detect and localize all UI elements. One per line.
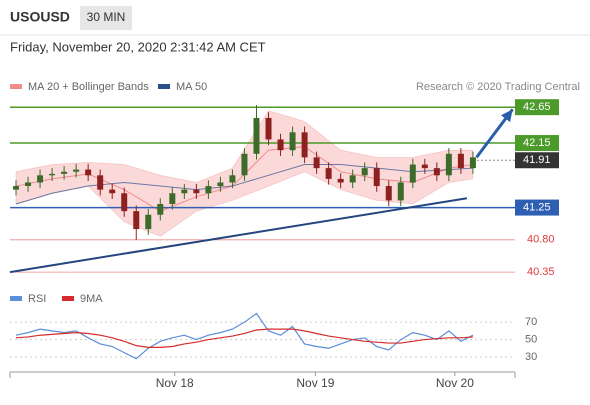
level-box [515,152,559,169]
candle-body [361,168,368,176]
candle-body [301,132,308,158]
datetime: Friday, November 20, 2020 2:31:42 AM CET [10,39,266,54]
candle-body [397,182,404,201]
level-box [515,99,559,116]
symbol: USOUSD [10,9,70,25]
trendline [9,197,468,274]
legend-label: MA 20 + Bollinger Bands [28,81,149,93]
x-tick-label: Nov 18 [156,376,194,390]
candle-body [169,193,176,204]
candle-body [373,168,380,187]
candle-body [469,157,476,169]
candle-body [229,175,236,183]
timeframe[interactable]: 30 MIN [87,10,126,24]
legend-label: MA 50 [176,81,207,93]
candle-body [289,132,296,151]
x-tick-label: Nov 19 [296,376,334,390]
candle-body [349,175,356,183]
candle-body [61,171,68,174]
timeframe-tab[interactable] [80,6,132,30]
candle-body [385,186,392,201]
level-label: 42.65 [523,101,551,113]
candle-body [409,164,416,183]
y-tick-label: 30 [525,351,537,363]
candle-body [325,168,332,179]
candle-body [97,175,104,190]
level-label: 41.91 [523,154,551,166]
candle-body [265,117,272,140]
rsi-line [15,328,473,348]
candle-body [73,169,80,172]
legend-swatch [62,296,74,301]
credit: Research © 2020 Trading Central [416,81,580,93]
legend-label: 9MA [80,293,103,305]
candle-body [133,211,140,230]
candle-body [85,169,92,176]
candle-body [253,117,260,154]
candle-body [217,182,224,187]
level-label: 40.35 [527,266,555,278]
x-tick-label: Nov 20 [436,376,474,390]
ma50-line [15,164,473,205]
candle-body [121,193,128,212]
candle-body [49,173,56,176]
level-label: 42.15 [523,137,551,149]
arrow-head [501,109,513,123]
candle-body [205,186,212,194]
candle-body [433,168,440,176]
level-box [515,135,559,152]
legend-swatch [10,296,22,301]
candle-body [37,175,44,183]
candle-body [241,153,248,176]
y-tick-label: 50 [525,333,537,345]
candle-body [337,178,344,183]
candle-body [193,189,200,194]
legend-label: RSI [28,293,46,305]
y-tick-label: 70 [525,316,537,328]
candle-body [181,189,188,194]
candle-body [109,189,116,194]
price-chart: MA 20 + Bollinger Bands MA 50 42.65 42.15 41… [9,81,559,278]
legend-swatch [158,84,170,89]
candle-body [25,182,32,187]
level-label: 40.80 [527,234,555,246]
ma20-line [15,146,473,212]
rsi-chart: RSI 9MA 30 50 70 Nov 18 Nov 19 Nov 20 [9,293,537,390]
level-label: 41.25 [523,201,551,213]
candle-body [313,157,320,169]
candle-body [457,153,464,169]
candle-body [145,214,152,230]
candle-body [157,203,164,215]
candle-body [445,153,452,176]
candle-body [13,186,20,190]
level-box [515,199,559,216]
candle-body [277,139,284,151]
candle-body [421,164,428,169]
legend-swatch [10,84,22,89]
